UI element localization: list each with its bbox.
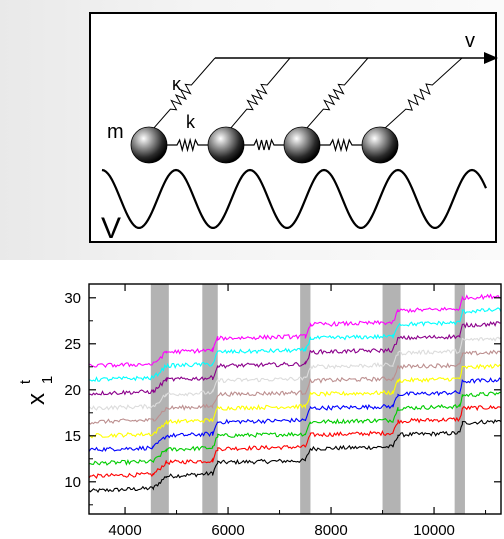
- series-line: [88, 320, 502, 396]
- coupling-springs: [167, 137, 362, 153]
- diagram-frame: [89, 12, 497, 243]
- velocity-label: v: [465, 30, 475, 52]
- series-line: [88, 336, 502, 411]
- series-line: [88, 404, 502, 480]
- mass-ball: [207, 126, 245, 164]
- kappa-label: κ: [172, 74, 182, 94]
- y-tick-label: 10: [64, 474, 81, 491]
- slip-band: [150, 284, 169, 514]
- y-axis-label-main: x: [23, 393, 50, 405]
- position-time-chart: 4000 6000 8000 10000 10 15 20 25 30 x t 1: [17, 283, 502, 539]
- series-line: [88, 377, 502, 452]
- masses: [130, 126, 399, 164]
- series-line: [88, 419, 502, 494]
- y-tick-label: 15: [64, 428, 81, 445]
- mass-ball: [130, 126, 168, 164]
- potential-label: V: [101, 212, 121, 245]
- x-tick-label: 4000: [108, 522, 141, 539]
- plot-frame: [88, 283, 502, 515]
- y-tick-label: 30: [64, 290, 81, 307]
- slip-band: [202, 284, 218, 514]
- substrate-potential-curve: [101, 168, 488, 229]
- y-axis-label-sub: 1: [39, 376, 56, 384]
- axis-ticks: 4000 6000 8000 10000 10 15 20 25 30: [64, 284, 501, 539]
- y-axis-label: x t 1: [17, 376, 56, 405]
- slip-band: [454, 284, 465, 514]
- chain-model-diagram: v m k κ V: [89, 12, 498, 245]
- slip-band: [300, 284, 311, 514]
- coupling-spring: [244, 138, 284, 151]
- pulling-spring: [305, 57, 369, 130]
- x-tick-label: 8000: [314, 522, 347, 539]
- pulling-spring: [383, 57, 463, 130]
- coupling-spring: [320, 137, 362, 153]
- trajectory-series: [88, 293, 502, 494]
- mass-label: m: [107, 121, 124, 143]
- pulling-springs: [152, 57, 463, 130]
- series-line: [89, 391, 502, 466]
- y-tick-label: 20: [64, 382, 81, 399]
- y-axis-label-sup: t: [17, 379, 34, 384]
- x-tick-label: 10000: [413, 522, 455, 539]
- coupling-spring: [167, 137, 208, 153]
- slip-band: [382, 284, 401, 514]
- velocity-arrow-icon: [484, 52, 498, 64]
- slip-bands: [150, 284, 465, 514]
- series-line: [88, 363, 502, 439]
- x-tick-label: 6000: [211, 522, 244, 539]
- series-line: [88, 307, 502, 382]
- pulling-spring: [152, 57, 216, 130]
- series-line: [88, 293, 501, 369]
- mass-ball: [283, 126, 321, 164]
- y-tick-label: 25: [64, 336, 81, 353]
- pulling-spring: [229, 57, 291, 130]
- spring-k-label: k: [186, 112, 196, 132]
- series-line: [88, 349, 502, 425]
- mass-ball: [361, 126, 399, 164]
